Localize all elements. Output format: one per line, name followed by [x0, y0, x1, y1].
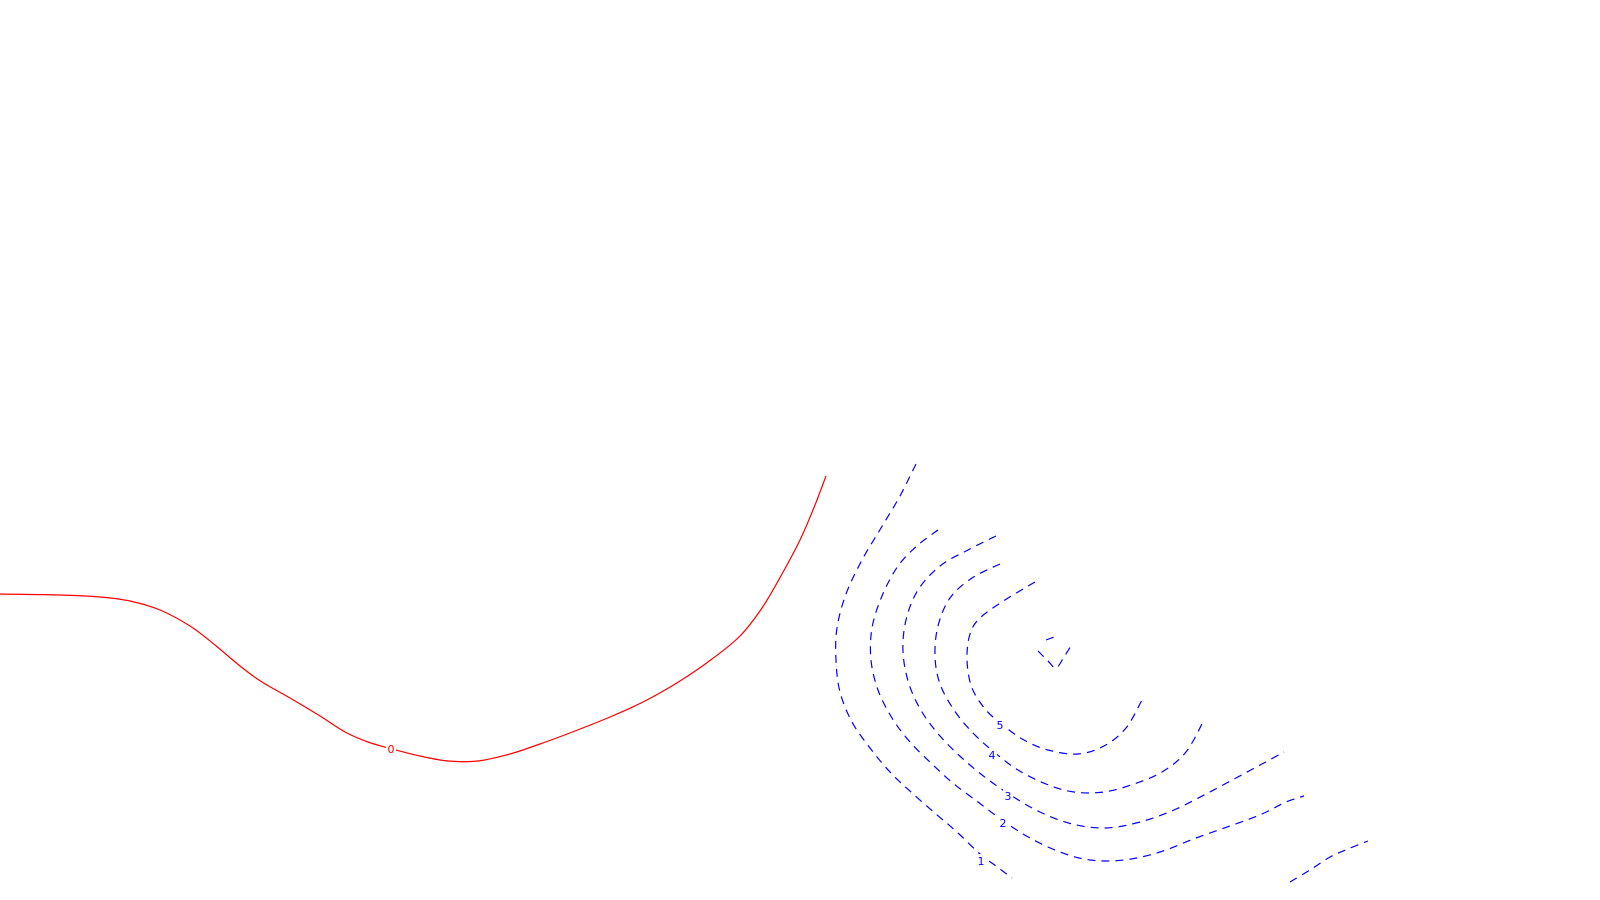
contour-line-3: [902, 535, 1285, 829]
contour-label-0: 0: [388, 743, 395, 756]
contour-line-4: [934, 563, 1205, 794]
contour-labels: 0 1 2 3 4 5: [386, 718, 1013, 868]
contour-label-5: 5: [997, 719, 1004, 732]
contour-line-2: [869, 529, 1305, 862]
contour-label-bg-2: [998, 816, 1008, 829]
contour-lines: [0, 463, 1369, 883]
contour-line-1-b: [1289, 840, 1369, 883]
contour-label-4: 4: [989, 749, 996, 762]
contour-label-2: 2: [1000, 817, 1007, 830]
contour-label-bg-0: [386, 742, 396, 755]
contour-label-bg-4: [987, 748, 997, 761]
contour-line-1: [835, 463, 1013, 879]
contour-label-bg-1: [976, 854, 986, 867]
contour-line-6: [1037, 643, 1073, 669]
contour-label-1: 1: [978, 855, 985, 868]
contour-line-6-tick: [1045, 636, 1055, 641]
contour-line-5: [966, 581, 1143, 755]
contour-label-bg-5: [995, 718, 1005, 731]
contour-line-0: [0, 475, 827, 763]
contour-label-3: 3: [1005, 790, 1012, 803]
contour-label-bg-3: [1003, 789, 1013, 802]
